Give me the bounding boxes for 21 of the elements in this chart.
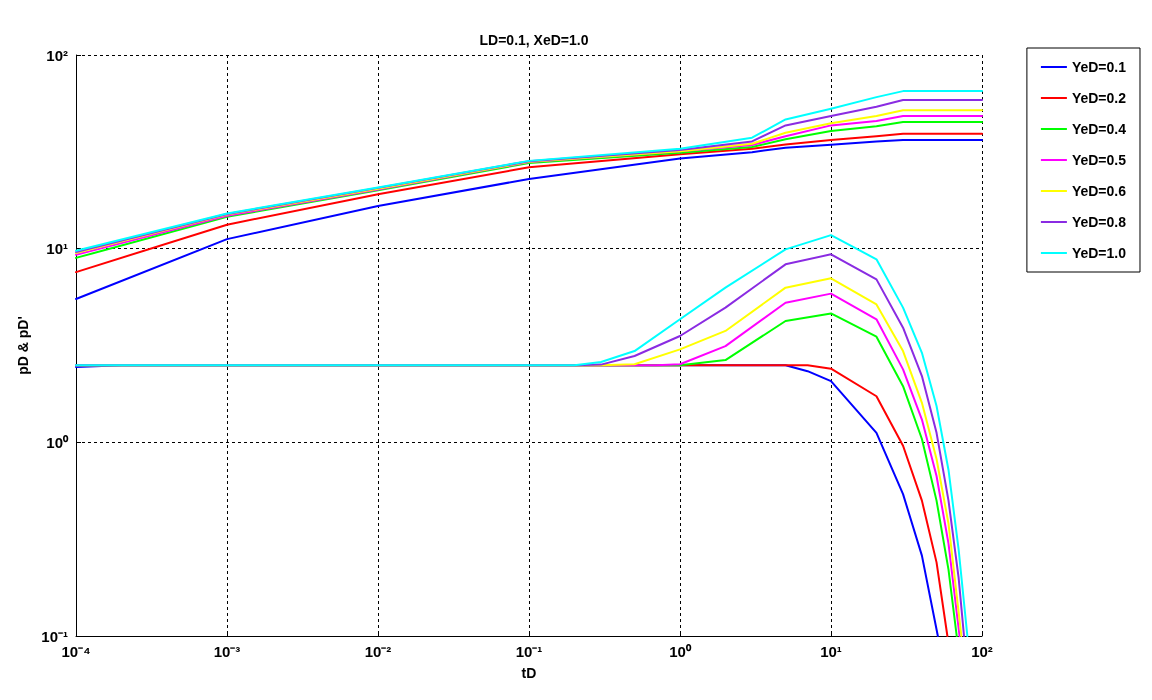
- x-tick-label: 10⁻³: [213, 643, 241, 660]
- x-tick-label: 10²: [971, 643, 993, 660]
- legend-label: YeD=0.2: [1071, 90, 1127, 106]
- legend-label: YeD=0.6: [1071, 183, 1127, 199]
- legend-label: YeD=0.5: [1071, 152, 1127, 168]
- y-tick-label: 10⁻¹: [41, 627, 68, 645]
- legend-label: YeD=0.1: [1071, 59, 1127, 75]
- x-tick-label: 10⁰: [669, 643, 692, 660]
- x-tick-label: 10⁻²: [364, 643, 392, 660]
- chart-title: LD=0.1, XeD=1.0: [479, 32, 589, 48]
- y-axis-title: pD & pD': [15, 316, 32, 375]
- y-tick-label: 10¹: [46, 240, 68, 258]
- legend-label: YeD=0.4: [1071, 121, 1127, 137]
- x-axis-title: tD: [521, 665, 537, 681]
- y-tick-label: 10⁰: [46, 433, 69, 451]
- legend-label: YeD=0.8: [1071, 214, 1127, 230]
- x-tick-label: 10⁻⁴: [61, 643, 91, 660]
- x-tick-label: 10⁻¹: [515, 643, 543, 660]
- x-tick-label: 10¹: [820, 643, 842, 660]
- y-tick-label: 10²: [46, 46, 68, 64]
- legend-label: YeD=1.0: [1071, 245, 1127, 261]
